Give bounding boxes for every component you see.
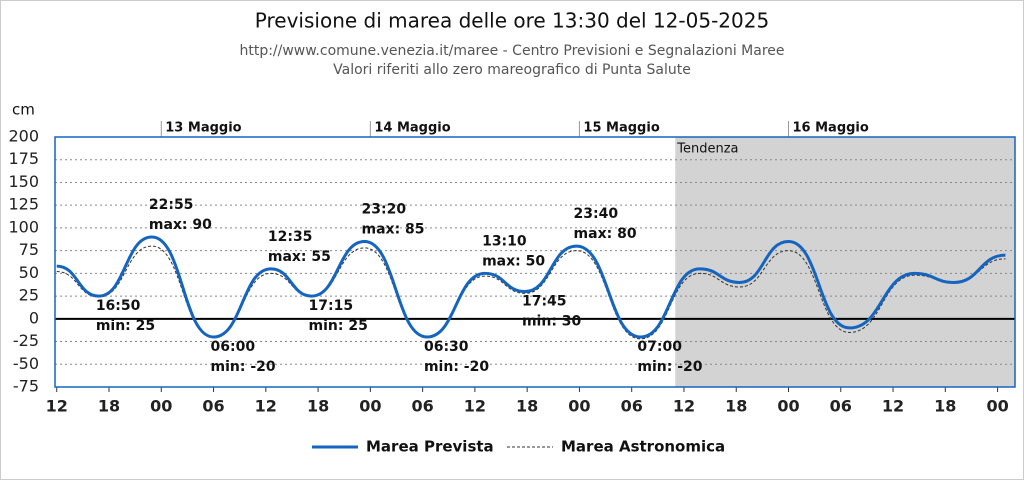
x-tick-label: 18	[307, 397, 329, 416]
x-tick-label: 00	[568, 397, 590, 416]
x-tick-label: 06	[411, 397, 433, 416]
x-tick-label: 06	[202, 397, 224, 416]
plot-border	[54, 136, 1016, 388]
annotation-time: 12:35	[268, 229, 313, 245]
annotation-time: 06:30	[424, 339, 469, 355]
x-tick-label: 00	[986, 397, 1008, 416]
annotation-time: 16:50	[96, 298, 141, 314]
x-tick-label: 12	[882, 397, 904, 416]
subtitle: Valori riferiti allo zero mareografico d…	[333, 62, 691, 78]
annotation-time: 17:45	[522, 294, 567, 310]
annotation-value: min: 30	[522, 314, 582, 330]
annotation-value: max: 80	[574, 226, 637, 242]
day-label: 16 Maggio	[793, 121, 869, 136]
subtitle: http://www.comune.venezia.it/maree - Cen…	[239, 43, 784, 59]
y-tick-label: 150	[8, 172, 39, 191]
annotation-time: 17:15	[309, 298, 354, 314]
x-tick-label: 12	[673, 397, 695, 416]
annotation-value: min: 25	[309, 318, 368, 334]
x-tick-label: 00	[359, 397, 381, 416]
x-tick-label: 18	[725, 397, 747, 416]
y-axis-label: cm	[12, 101, 35, 119]
y-tick-label: 200	[8, 127, 39, 146]
y-tick-label: -25	[13, 331, 39, 350]
y-tick-label: -75	[13, 377, 39, 396]
day-label: 14 Maggio	[374, 121, 450, 136]
annotation-value: max: 55	[268, 249, 331, 265]
day-label: 15 Maggio	[583, 121, 659, 136]
y-tick-label: 125	[8, 195, 39, 214]
annotation-value: max: 90	[149, 217, 212, 233]
y-tick-label: -50	[13, 354, 39, 373]
annotation-value: max: 50	[482, 253, 545, 269]
chart-title: Previsione di marea delle ore 13:30 del …	[255, 9, 769, 33]
series-line	[56, 235, 1006, 339]
annotation-time: 07:00	[637, 339, 682, 355]
y-tick-label: 175	[8, 149, 39, 168]
x-tick-label: 12	[464, 397, 486, 416]
y-tick-label: 50	[19, 263, 39, 282]
annotation-time: 13:10	[482, 233, 527, 249]
annotation-time: 06:00	[211, 339, 256, 355]
x-tick-label: 06	[830, 397, 852, 416]
legend-label: Marea Prevista	[366, 438, 494, 456]
x-tick-label: 18	[98, 397, 120, 416]
y-tick-label: 0	[29, 308, 39, 327]
annotation-value: min: -20	[211, 359, 276, 375]
trend-label: Tendenza	[676, 142, 738, 157]
trend-area	[675, 137, 1015, 387]
x-tick-label: 00	[150, 397, 172, 416]
annotation-time: 23:20	[362, 202, 407, 218]
y-tick-label: 75	[19, 240, 39, 259]
y-tick-label: 25	[19, 286, 39, 305]
annotation-value: min: -20	[637, 359, 702, 375]
x-tick-label: 18	[934, 397, 956, 416]
annotation-value: max: 85	[362, 222, 425, 238]
x-tick-label: 00	[777, 397, 799, 416]
x-tick-label: 12	[46, 397, 68, 416]
x-tick-label: 18	[516, 397, 538, 416]
annotation-value: min: 25	[96, 318, 155, 334]
x-tick-label: 06	[621, 397, 643, 416]
y-tick-label: 100	[8, 217, 39, 236]
x-tick-label: 12	[255, 397, 277, 416]
legend-label: Marea Astronomica	[561, 438, 725, 456]
annotation-time: 23:40	[574, 206, 619, 222]
annotation-time: 22:55	[149, 197, 194, 213]
annotation-value: min: -20	[424, 359, 489, 375]
day-label: 13 Maggio	[165, 121, 241, 136]
